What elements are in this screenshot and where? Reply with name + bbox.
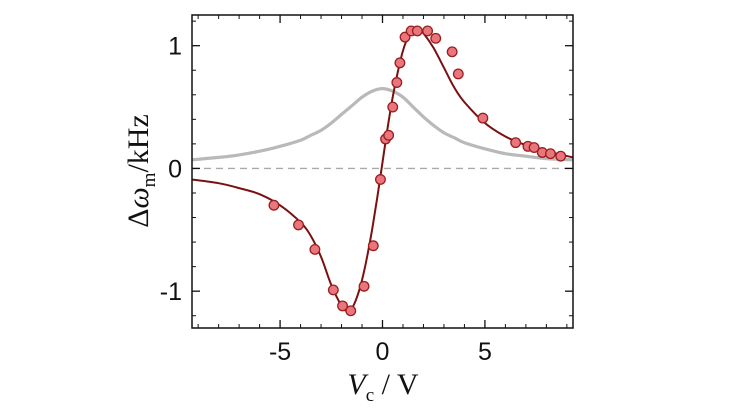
y-label-delta: Δ — [122, 209, 155, 228]
y-label-subscript: m — [139, 172, 160, 187]
data-point — [337, 300, 349, 312]
data-point — [358, 280, 370, 292]
x-tick-label: 0 — [376, 338, 390, 366]
fit-curve — [192, 28, 573, 312]
data-point — [391, 77, 403, 88]
data-point — [387, 101, 399, 113]
data-point — [293, 219, 304, 231]
data-point — [452, 68, 464, 80]
y-tick-label: 0 — [168, 155, 182, 183]
reference-curve — [192, 86, 573, 162]
axis-labels: Δωm/kHz Vc / V — [122, 114, 419, 406]
data-point — [375, 174, 386, 185]
plot-area — [192, 25, 573, 317]
plot-frame — [191, 14, 574, 329]
data-point — [422, 25, 434, 37]
y-label-unit: /kHz — [122, 114, 155, 172]
data-point — [327, 284, 339, 296]
data-point — [383, 129, 395, 141]
data-point — [367, 240, 379, 252]
data-point — [477, 112, 489, 124]
x-tick-label: 5 — [478, 338, 492, 366]
x-label-unit: / V — [374, 368, 419, 401]
x-axis-label: Vc / V — [347, 368, 419, 406]
axes: -5 0 5 -1 0 1 — [160, 14, 574, 366]
x-label-v: V — [347, 368, 369, 401]
data-point — [411, 25, 423, 37]
y-tick-label: 1 — [168, 33, 182, 61]
x-tick-label: -5 — [269, 338, 291, 366]
data-point — [528, 142, 540, 154]
y-label-omega: ω — [122, 187, 155, 208]
y-axis-label: Δωm/kHz — [122, 114, 160, 228]
data-point — [309, 243, 321, 255]
y-tick-label: -1 — [160, 278, 182, 306]
data-point — [446, 46, 458, 58]
data-point — [394, 57, 406, 69]
data-point — [555, 150, 567, 162]
data-point — [510, 137, 522, 149]
x-label-subscript: c — [366, 385, 374, 406]
data-point — [545, 148, 556, 160]
data-point — [268, 199, 280, 211]
data-point — [345, 305, 357, 317]
data-point — [430, 32, 442, 44]
